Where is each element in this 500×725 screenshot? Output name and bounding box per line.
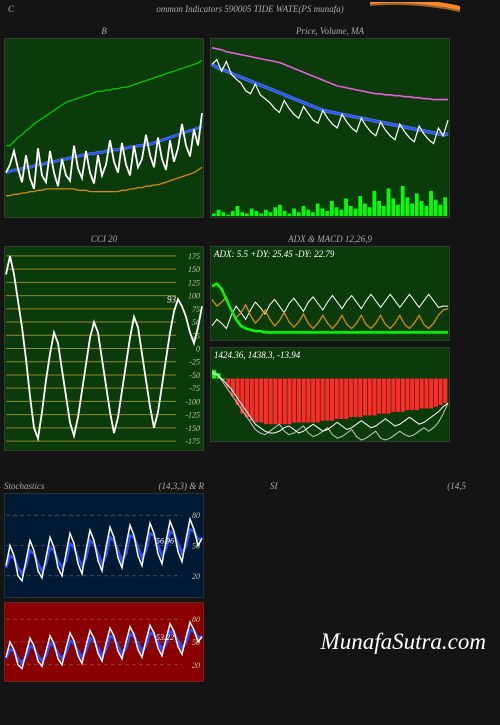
stoch-title-left: Stochastics [4, 481, 45, 491]
svg-text:-25: -25 [189, 358, 200, 367]
decoration-swoosh [370, 2, 460, 16]
chart-bollinger [4, 38, 204, 218]
chart-macd: 1424.36, 1438.3, -13.94 [210, 347, 450, 442]
svg-text:-150: -150 [185, 424, 200, 433]
adx-title: ADX & MACD 12,26,9 [210, 234, 450, 244]
svg-text:80: 80 [192, 511, 200, 520]
svg-text:80: 80 [192, 615, 200, 624]
svg-text:-75: -75 [189, 384, 200, 393]
svg-text:-175: -175 [185, 437, 200, 446]
svg-text:175: 175 [188, 252, 200, 261]
panel-stochastics: Stochastics (14,3,3) & R 80 50 20 56.96 80 5… [4, 481, 204, 682]
chart-price-ma [210, 38, 450, 218]
svg-text:53.22: 53.22 [156, 633, 174, 642]
panel-bollinger: B [4, 26, 204, 218]
svg-text:100: 100 [188, 292, 200, 301]
svg-text:1424.36, 1438.3, -13.94: 1424.36, 1438.3, -13.94 [214, 350, 301, 360]
svg-text:20: 20 [192, 661, 200, 670]
svg-text:150: 150 [188, 265, 200, 274]
svg-text:-125: -125 [185, 411, 200, 420]
cci-title: CCI 20 [4, 234, 204, 244]
stoch-title: Stochastics (14,3,3) & R [4, 481, 204, 491]
stoch-title-right: (14,3,3) & R [159, 481, 205, 491]
svg-text:-100: -100 [185, 397, 200, 406]
bb-title: B [4, 26, 204, 36]
chart-adx: ADX: 5.5 +DY: 25.45 -DY: 22.79 [210, 246, 450, 341]
svg-text:50: 50 [192, 638, 200, 647]
chart-stochastics-upper: 80502056.96 [4, 493, 204, 598]
chart-stochastics-lower: 80 50 20 53.22 [4, 602, 204, 682]
svg-text:ADX: 5.5 +DY: 25.45 -DY: 22.79: ADX: 5.5 +DY: 25.45 -DY: 22.79 [213, 249, 335, 259]
panel-price-ma: Price, Volume, MA [210, 26, 450, 218]
rsi-title: SI (14,5 [210, 481, 496, 491]
svg-text:20: 20 [192, 572, 200, 581]
chart-cci: 1751501251007550250-25-50-75-100-125-150… [4, 246, 204, 451]
svg-text:-50: -50 [189, 371, 200, 380]
page-header: C ommon Indicators 590005 TIDE WATE(PS m… [0, 0, 500, 18]
header-title: ommon Indicators 590005 TIDE WATE(PS mun… [156, 4, 343, 14]
panel-adx-macd: ADX & MACD 12,26,9 ADX: 5.5 +DY: 25.45 -… [210, 234, 450, 451]
watermark: MunafaSutra.com [321, 629, 486, 655]
svg-text:0: 0 [196, 345, 200, 354]
rsi-title-right: (14,5 [447, 481, 466, 491]
svg-text:75: 75 [192, 305, 200, 314]
svg-text:93: 93 [167, 294, 177, 304]
svg-text:125: 125 [188, 278, 200, 287]
rsi-title-left: SI [270, 481, 278, 491]
header-c: C [8, 4, 14, 14]
panel-cci: CCI 20 1751501251007550250-25-50-75-100-… [4, 234, 204, 451]
ma-title: Price, Volume, MA [210, 26, 450, 36]
svg-text:56.96: 56.96 [156, 537, 174, 546]
